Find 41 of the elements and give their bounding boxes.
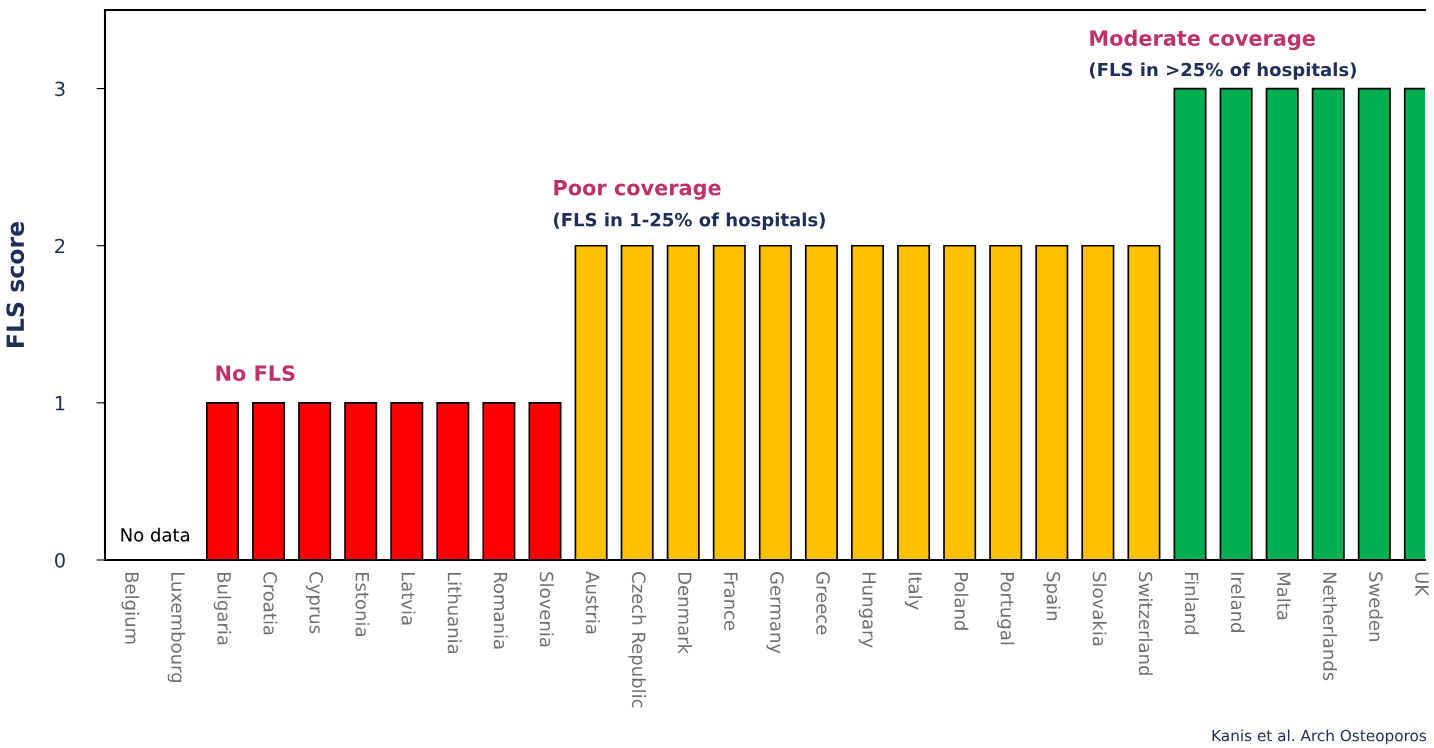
x-tick-label: Portugal (997, 572, 1015, 645)
annotation: Moderate coverage (1090, 29, 1315, 51)
y-tick-label: 3 (55, 81, 65, 97)
x-tick-label: UK (1415, 572, 1429, 597)
x-tick-label: Malta (1276, 572, 1291, 620)
x-tick-label: Slovakia (1092, 572, 1107, 646)
x-tick-label: France (724, 572, 738, 631)
y-tick-label: 0 (55, 552, 65, 568)
x-tick-label: Greece (816, 572, 830, 635)
x-tick-label: Croatia (263, 572, 278, 635)
x-tick-label: Spain (1043, 572, 1061, 621)
x-tick-label: Belgium (121, 572, 140, 644)
x-tick-label: Denmark (677, 572, 692, 655)
annotation: Poor coverage (554, 180, 721, 200)
annotation: (FLS in 1-25% of hospitals) (554, 212, 825, 230)
annotation: (FLS in >25% of hospitals) (1089, 62, 1356, 80)
annotation: No FLS (216, 365, 295, 382)
x-tick-label: Luxembourg (167, 572, 186, 682)
x-tick-label: Poland (954, 572, 969, 630)
x-tick-label: Estonia (355, 572, 370, 636)
x-tick-label: Czech Republic (628, 572, 646, 708)
y-tick-label: 1 (55, 396, 65, 411)
x-tick-label: Cyprus (305, 572, 324, 634)
x-tick-label: Germany (766, 572, 784, 654)
x-tick-label: Bulgaria (213, 572, 232, 645)
x-tick-label: Latvia (401, 572, 416, 625)
x-tick-label: Romania (493, 572, 508, 649)
x-tick-label: Italy (904, 572, 923, 610)
text: Kanis et al. Arch Osteoporos (1212, 729, 1427, 745)
annotation: No data (121, 527, 189, 542)
x-tick-label: Finland (1184, 572, 1199, 634)
x-tick-label: Lithuania (447, 572, 462, 654)
x-tick-label: Hungary (858, 572, 876, 648)
y-tick-label: 2 (55, 238, 65, 254)
x-tick-label: Austria (585, 571, 600, 634)
x-tick-label: Ireland (1230, 572, 1245, 632)
x-tick-label: Netherlands (1323, 572, 1337, 681)
x-tick-label: Slovenia (539, 572, 554, 647)
x-tick-label: Switzerland (1138, 572, 1153, 675)
y-axis-title: FLS score (6, 221, 25, 347)
x-tick-label: Sweden (1369, 572, 1384, 641)
